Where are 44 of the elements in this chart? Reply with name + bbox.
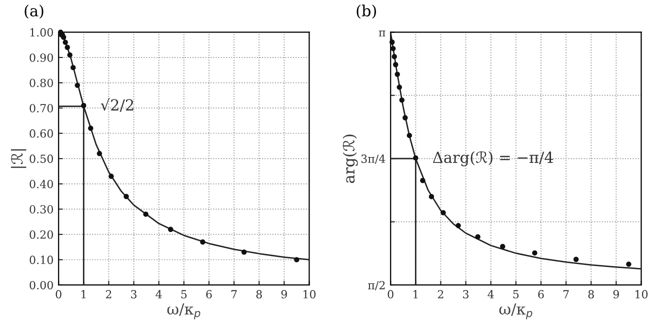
y-tick-label: π [378,30,386,36]
y-tick-label: 0.90 [30,53,53,62]
x-tick-label: 6 [538,290,544,298]
x-tick-label: 8 [256,290,262,298]
y-tick-label: 0.60 [30,129,53,138]
x-tick-label: 4 [156,290,162,298]
chart-title: (a) [24,4,44,19]
x-tick-label: 10 [636,290,648,298]
x-tick-label: 10 [304,290,316,298]
y-tick-label: 0.00 [30,280,53,290]
y-tick-label: 0.70 [30,104,53,112]
x-tick-label: 1 [81,290,86,298]
x-tick-label: 5 [513,290,519,298]
x-axis-title: ω/κ$_{p}$ [167,303,200,320]
x-tick-label: 9 [613,290,619,298]
x-tick-label: 9 [281,290,287,298]
y-axis-title: arg(ℛ) [342,134,358,183]
x-axis-title: ω/κ$_{p}$ [499,303,532,320]
x-tick-label: 7 [231,290,237,298]
y-tick-label: 0.30 [30,205,53,214]
x-tick-label: 3 [463,290,468,298]
x-tick-label: 1 [413,290,418,298]
x-tick-label: 5 [181,290,187,298]
x-tick-label: 3 [131,290,136,298]
x-tick-label: 0 [56,290,62,298]
x-tick-label: 7 [563,290,569,298]
x-tick-label: 4 [488,290,494,298]
y-tick-label: π/2 [368,280,385,290]
x-tick-label: 2 [106,290,112,298]
y-tick-label: 1.00 [30,28,53,37]
chart-title: (b) [356,4,376,19]
y-tick-label: 0.20 [30,230,53,239]
y-axis-title: |ℛ| [10,149,26,168]
x-tick-label: 0 [388,290,394,298]
y-tick-label: 0.50 [30,154,53,163]
x-tick-label: 6 [206,290,212,298]
annotation: √2/2 [100,98,134,112]
y-tick-label: 0.10 [30,256,53,264]
x-tick-label: 2 [438,290,444,298]
y-tick-label: 0.40 [30,180,53,188]
annotation: Δarg(ℛ) = −π/4 [432,151,554,166]
y-tick-label: 0.80 [30,78,53,88]
x-tick-label: 8 [588,290,594,298]
y-tick-label: 3π/4 [361,154,386,164]
